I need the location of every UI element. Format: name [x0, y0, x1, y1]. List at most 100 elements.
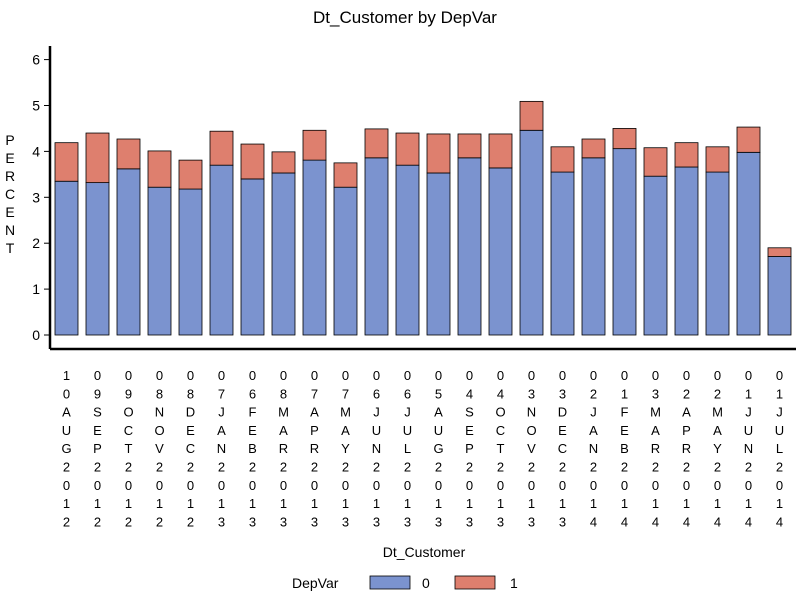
- x-tick-label: 0 9 SEP 2 0 1 2: [93, 368, 102, 529]
- x-tick-label-char: 2: [63, 514, 70, 529]
- x-tick-label-char: 4: [466, 386, 473, 401]
- x-tick-label-char: 1: [466, 496, 473, 511]
- x-tick-label-char: J: [776, 405, 783, 420]
- x-tick-label-char: 2: [776, 460, 783, 475]
- x-tick-label-char: P: [310, 423, 319, 438]
- x-tick-label: 0 3 MAR 2 0 1 4: [650, 368, 661, 529]
- x-tick-label-char: 2: [280, 460, 287, 475]
- x-tick-label-char: O: [154, 423, 164, 438]
- x-tick-label-char: 0: [280, 478, 287, 493]
- x-tick-label-char: 2: [590, 460, 597, 475]
- x-tick-label-char: R: [279, 441, 288, 456]
- x-tick-label-char: 3: [559, 514, 566, 529]
- x-tick-label: 0 8 MAR 2 0 1 3: [278, 368, 289, 529]
- x-tick-label-char: 6: [249, 386, 256, 401]
- legend-swatch: [369, 575, 411, 590]
- x-tick-label-char: 6: [404, 386, 411, 401]
- legend-title: DepVar: [292, 575, 339, 591]
- bar-segment-depvar-0: [116, 168, 141, 336]
- x-tick-label-char: 1: [559, 496, 566, 511]
- x-tick-label-char: J: [373, 405, 380, 420]
- bar-segment-depvar-1: [395, 132, 420, 166]
- x-tick-label-char: S: [465, 405, 474, 420]
- x-tick-label-char: 0: [311, 478, 318, 493]
- y-axis-title-char: E: [5, 150, 14, 166]
- x-tick-label-char: M: [278, 405, 289, 420]
- x-tick-label-char: A: [279, 423, 288, 438]
- x-tick-label-char: 0: [373, 478, 380, 493]
- x-tick-label-char: 4: [497, 386, 504, 401]
- chart-title: Dt_Customer by DepVar: [313, 8, 497, 27]
- x-tick-label-char: C: [496, 423, 505, 438]
- x-tick-label-char: 1: [714, 496, 721, 511]
- x-tick-label-char: 0: [466, 368, 473, 383]
- x-tick-label-char: T: [125, 441, 133, 456]
- y-axis-title-char: C: [5, 186, 15, 202]
- bars-group: [54, 100, 792, 336]
- bar-segment-depvar-1: [178, 159, 203, 190]
- x-tick-label: 0 2 APR 2 0 1 4: [682, 368, 691, 529]
- y-tick-label: 0: [32, 327, 40, 343]
- x-tick-label-char: B: [248, 441, 257, 456]
- x-tick-label: 0 1 JUL 2 0 1 4: [775, 368, 784, 529]
- x-tick-label-char: C: [124, 423, 133, 438]
- x-tick-label-char: N: [527, 405, 536, 420]
- bar-segment-depvar-0: [767, 256, 792, 336]
- x-tick-label-char: 0: [776, 368, 783, 383]
- bar-segment-depvar-1: [85, 132, 110, 184]
- x-tick-label-char: 6: [373, 386, 380, 401]
- x-tick-label-char: 3: [466, 514, 473, 529]
- x-tick-label-char: 1: [156, 496, 163, 511]
- x-tick-label-char: E: [186, 423, 195, 438]
- bar-segment-depvar-1: [54, 142, 79, 182]
- x-tick-label-char: 0: [497, 368, 504, 383]
- x-tick-label-char: 0: [621, 478, 628, 493]
- legend-label: 0: [422, 575, 430, 591]
- x-tick-label-char: U: [62, 423, 71, 438]
- x-tick-label-char: 3: [311, 514, 318, 529]
- x-tick-label-char: 3: [342, 514, 349, 529]
- x-tick-label: 0 7 APR 2 0 1 3: [310, 368, 319, 529]
- bar-segment-depvar-0: [209, 164, 234, 336]
- y-axis-title-char: E: [5, 204, 14, 220]
- bar-segment-depvar-0: [54, 180, 79, 336]
- x-tick-label-char: 1: [776, 386, 783, 401]
- x-tick-label-char: L: [404, 441, 411, 456]
- x-tick-label-char: 0: [683, 368, 690, 383]
- x-tick-label-char: 4: [776, 514, 783, 529]
- x-tick-label-char: B: [620, 441, 629, 456]
- x-tick-label-char: 2: [714, 460, 721, 475]
- x-tick-label-char: 1: [745, 496, 752, 511]
- x-tick-label-char: 3: [435, 514, 442, 529]
- x-tick-label-char: P: [682, 423, 691, 438]
- bar-segment-depvar-1: [767, 247, 792, 257]
- bar-segment-depvar-1: [705, 146, 730, 173]
- x-tick-label-char: O: [526, 423, 536, 438]
- x-tick-label-char: 0: [497, 478, 504, 493]
- x-tick-label-char: 0: [528, 368, 535, 383]
- x-tick-label-char: R: [682, 441, 691, 456]
- x-tick-label-char: 2: [621, 460, 628, 475]
- x-tick-label-char: E: [465, 423, 474, 438]
- x-tick-label-char: 1: [373, 496, 380, 511]
- x-tick-label-char: 2: [94, 514, 101, 529]
- bar-segment-depvar-1: [643, 147, 668, 177]
- x-tick-label-char: A: [713, 423, 722, 438]
- x-tick-label-char: 8: [156, 386, 163, 401]
- x-tick-label-char: 0: [187, 368, 194, 383]
- x-tick-label-char: 0: [466, 478, 473, 493]
- bar-segment-depvar-0: [488, 167, 513, 336]
- x-tick-label-char: 9: [94, 386, 101, 401]
- x-tick-label-char: E: [558, 423, 567, 438]
- y-tick-label: 6: [32, 52, 40, 68]
- x-tick-label-char: 4: [590, 514, 597, 529]
- x-tick-label-char: M: [340, 405, 351, 420]
- x-tick-label: 0 6 JUN 2 0 1 3: [372, 368, 381, 529]
- x-tick-label-char: 3: [280, 514, 287, 529]
- x-tick-label-char: L: [776, 441, 783, 456]
- bar-segment-depvar-0: [519, 129, 544, 336]
- x-tick-label-char: 0: [714, 478, 721, 493]
- x-tick-label-char: 1: [125, 496, 132, 511]
- x-tick-label-char: V: [527, 441, 536, 456]
- bar-segment-depvar-1: [116, 138, 141, 170]
